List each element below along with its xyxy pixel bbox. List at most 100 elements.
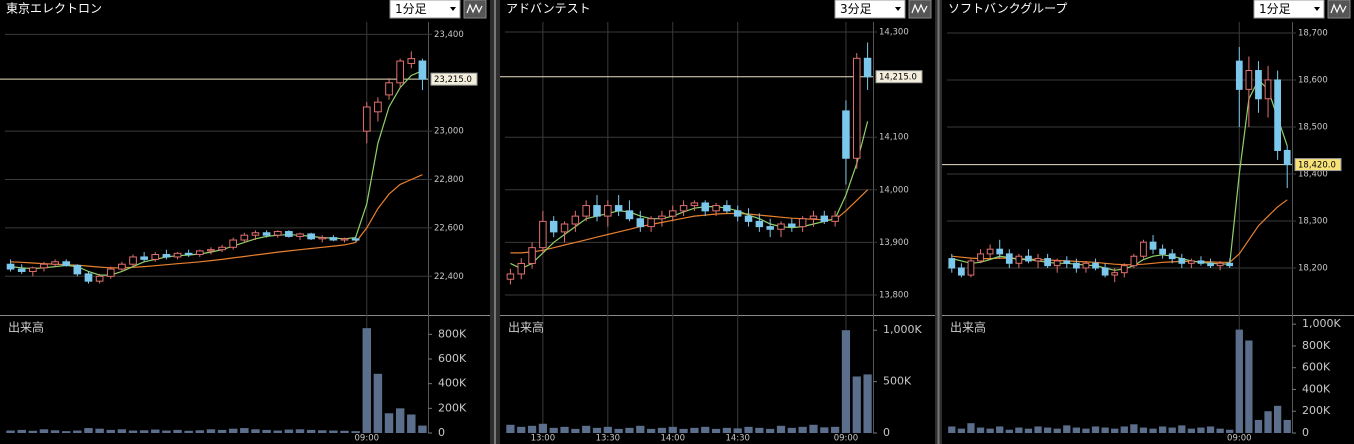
- volume-bar: [73, 430, 82, 433]
- candle-body: [1274, 79, 1281, 151]
- volume-bar: [1053, 428, 1061, 433]
- candle-body: [809, 215, 818, 220]
- candle-body: [396, 60, 405, 84]
- volume-bar: [957, 428, 966, 433]
- volume-bar: [996, 426, 1004, 433]
- candle-body: [1207, 262, 1214, 267]
- volume-bar: [1254, 419, 1263, 433]
- volume-bar: [1034, 426, 1042, 433]
- volume-bar: [1226, 429, 1234, 433]
- volume-bar: [351, 431, 360, 433]
- volume-bar: [1043, 427, 1052, 433]
- chart-title: ソフトバンクグループ: [948, 2, 1067, 16]
- candle-body: [1178, 258, 1186, 264]
- candle-body: [374, 101, 382, 113]
- volume-bar: [701, 426, 710, 433]
- interval-label[interactable]: 1分足: [395, 2, 427, 16]
- candle-body: [1235, 60, 1243, 90]
- candle-body: [1092, 262, 1099, 269]
- candle-body: [240, 234, 249, 241]
- candle-body: [1053, 260, 1061, 267]
- volume-bar: [1024, 428, 1033, 433]
- dropdown-arrow[interactable]: [1314, 7, 1320, 11]
- volume-bar: [755, 427, 764, 433]
- chart-type-button[interactable]: [463, 0, 487, 19]
- candle-body: [1226, 262, 1234, 267]
- candle-body: [28, 267, 37, 272]
- volume-tick-label: 400K: [1302, 382, 1331, 395]
- last-price-box: [875, 70, 923, 84]
- volume-bar: [1120, 426, 1128, 433]
- volume-bar: [560, 426, 569, 433]
- volume-bar: [668, 426, 677, 433]
- candle-body: [1120, 265, 1128, 274]
- volume-tick-label: 200K: [438, 401, 467, 414]
- volume-bar: [744, 426, 753, 433]
- interval-label[interactable]: 1分足: [1259, 2, 1291, 16]
- interval-dropdown[interactable]: [1253, 0, 1325, 19]
- volume-bar: [1273, 405, 1282, 433]
- candle-body: [1034, 258, 1042, 262]
- ma-long-line: [510, 189, 869, 254]
- candle-body: [967, 260, 975, 276]
- y-tick-label: 23,000: [434, 127, 464, 137]
- candle-body: [273, 231, 282, 236]
- y-tick-label: 13,900: [879, 238, 909, 248]
- interval-dropdown[interactable]: [834, 0, 906, 19]
- candle-body: [51, 261, 59, 265]
- y-tick-label: 22,400: [434, 272, 464, 282]
- volume-bar: [517, 426, 526, 433]
- chart-type-icon: [911, 3, 928, 14]
- candle-body: [744, 215, 753, 222]
- candle-body: [329, 237, 338, 241]
- volume-tick-label: 0: [883, 426, 890, 439]
- volume-bar: [184, 430, 193, 433]
- volume-bar: [251, 429, 260, 433]
- y-tick-label: 23,400: [434, 30, 464, 40]
- candle-body: [1149, 241, 1157, 250]
- x-tick-label: 09:00: [834, 434, 859, 444]
- last-price-label: 18,420.0: [1298, 161, 1336, 171]
- interval-label[interactable]: 3分足: [840, 2, 872, 16]
- volume-bar: [625, 427, 634, 433]
- y-tick-label: 14,000: [879, 185, 909, 195]
- volume-bar: [1139, 427, 1148, 433]
- candle-body: [766, 226, 774, 230]
- candle-body: [604, 205, 612, 217]
- candle-body: [1264, 79, 1272, 100]
- volume-bar: [17, 429, 26, 433]
- candle-body: [636, 218, 645, 228]
- volume-bar: [273, 430, 282, 433]
- y-tick-label: 18,600: [1298, 75, 1328, 85]
- volume-bar: [614, 428, 623, 433]
- volume-bar: [1101, 427, 1109, 433]
- volume-bar: [162, 430, 171, 433]
- candle-body: [6, 263, 15, 270]
- candle-body: [690, 202, 699, 207]
- volume-bar: [506, 424, 515, 433]
- volume-bar: [84, 428, 93, 433]
- dropdown-arrow[interactable]: [895, 7, 901, 11]
- candle-body: [820, 215, 829, 222]
- candle-body: [1025, 255, 1032, 262]
- candle-body: [831, 215, 839, 222]
- volume-bar: [863, 374, 872, 433]
- candle-body: [262, 232, 271, 236]
- x-tick-label: 09:00: [1227, 434, 1252, 444]
- volume-bar: [787, 427, 796, 433]
- volume-bar: [592, 427, 602, 433]
- volume-bar: [1130, 424, 1138, 433]
- chart-type-button[interactable]: [908, 0, 932, 19]
- candle-body: [151, 254, 160, 260]
- volume-title: 出来高: [950, 320, 986, 335]
- dropdown-arrow[interactable]: [450, 7, 456, 11]
- chart-type-button[interactable]: [1327, 0, 1351, 19]
- volume-bar: [1245, 340, 1253, 433]
- volume-bar: [690, 427, 699, 433]
- volume-bar: [262, 429, 271, 433]
- volume-bar: [28, 430, 38, 433]
- candle-body: [679, 205, 688, 212]
- interval-dropdown[interactable]: [389, 0, 461, 19]
